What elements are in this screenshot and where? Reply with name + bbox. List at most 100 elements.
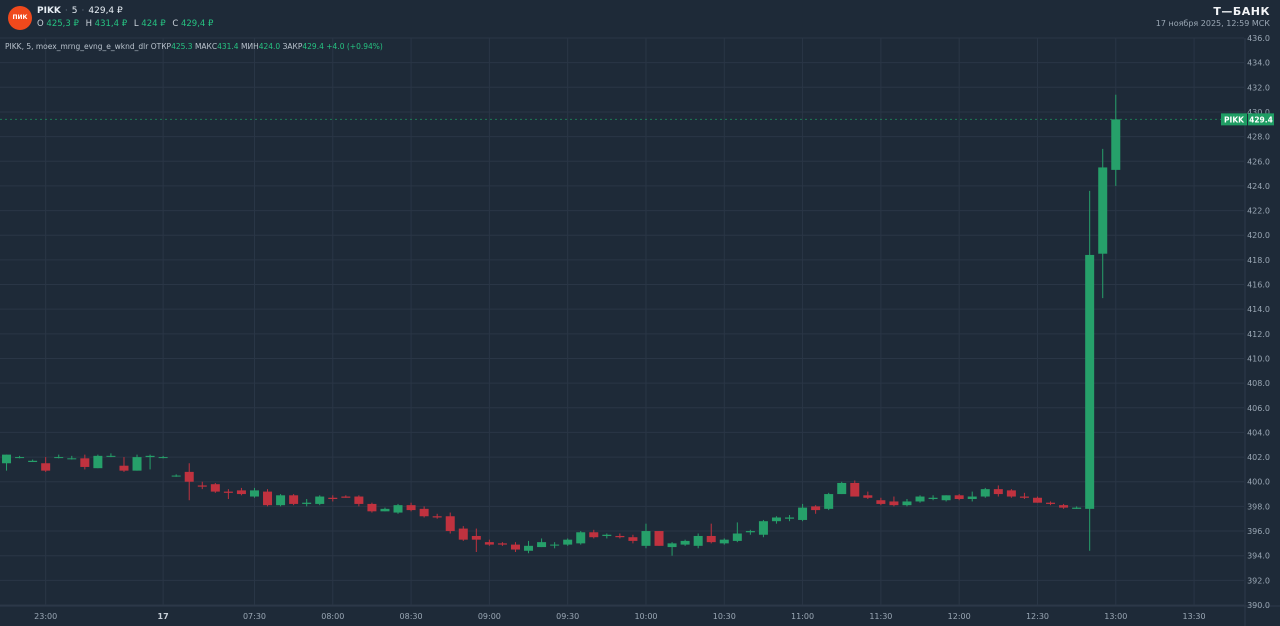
candle: [602, 533, 612, 539]
x-tick-label: 11:00: [791, 612, 814, 621]
candle-body: [1059, 505, 1069, 508]
time-axis[interactable]: 23:00 17 07:30 08:00 08:30 09:00 09:30 10:00 10:…: [34, 612, 1205, 621]
legend-series-name: PIKK, 5, moex_mrng_evng_e_wknd_dlr: [5, 42, 149, 51]
candle: [210, 482, 220, 493]
x-tick-label: 08:30: [400, 612, 423, 621]
candle-body: [393, 505, 403, 513]
candle: [328, 495, 338, 502]
candle: [432, 513, 442, 519]
candle-body: [419, 508, 429, 517]
candle-body: [354, 496, 364, 504]
candle-body: [824, 494, 834, 509]
candles-layer: [2, 94, 1121, 556]
candle: [367, 502, 377, 513]
candle-body: [954, 495, 964, 499]
candle: [889, 496, 899, 507]
last-price-tag: PIKK 429.4: [0, 113, 1274, 126]
candle: [28, 459, 38, 463]
candle: [497, 542, 507, 546]
candle-body: [406, 505, 416, 511]
x-tick-label: 12:30: [1026, 612, 1049, 621]
candle: [1111, 94, 1121, 186]
x-tick-label: 12:00: [948, 612, 971, 621]
candle-body: [745, 531, 755, 533]
candle: [1059, 503, 1069, 509]
candle-body: [798, 507, 808, 520]
candle: [680, 539, 690, 546]
ticker-line: PIKK · 5 · 429,4 ₽: [37, 6, 123, 16]
y-tick-label: 428.0: [1247, 133, 1270, 142]
candle: [641, 523, 651, 549]
candle: [380, 507, 390, 512]
candle: [980, 487, 990, 498]
x-tick-label: 09:00: [478, 612, 501, 621]
candle-body: [758, 521, 768, 535]
candle: [785, 515, 795, 522]
candle-body: [941, 495, 951, 501]
candle-body: [654, 531, 664, 546]
y-tick-label: 408.0: [1247, 379, 1270, 388]
candle: [1098, 148, 1108, 299]
candle-body: [863, 495, 873, 498]
candle-body: [719, 539, 729, 544]
candle: [993, 485, 1003, 497]
y-tick-label: 424.0: [1247, 182, 1270, 191]
candle-body: [537, 542, 547, 548]
candle: [524, 540, 534, 554]
candle-body: [184, 471, 194, 482]
x-tick-label: 23:00: [34, 612, 57, 621]
candle-body: [771, 517, 781, 522]
candle-body: [484, 542, 494, 545]
candle-body: [602, 534, 612, 536]
candle: [471, 528, 481, 552]
candle-body: [315, 496, 325, 504]
x-tick-label: 09:30: [556, 612, 579, 621]
tbank-logo: Т—БАНК: [1213, 5, 1270, 18]
ohlc-low-value: 424 ₽: [141, 19, 166, 29]
candle: [615, 533, 625, 539]
candle-body: [328, 497, 338, 499]
candle-body: [785, 517, 795, 519]
candle-body: [497, 543, 507, 545]
candle-body: [915, 496, 925, 502]
candle: [484, 539, 494, 546]
candle-body: [589, 532, 599, 538]
y-tick-label: 434.0: [1247, 59, 1270, 68]
candle: [2, 454, 12, 471]
candle: [719, 538, 729, 545]
candle: [1032, 496, 1042, 503]
last-price-symbol-box: [1221, 113, 1247, 126]
y-tick-label: 396.0: [1247, 527, 1270, 536]
candle-body: [680, 540, 690, 545]
separator-dot: ·: [64, 6, 68, 16]
last-price-value-box: [1248, 113, 1274, 126]
candle-body: [210, 484, 220, 492]
pik-logo[interactable]: ПИК: [8, 6, 32, 30]
legend-close-value: 429.4: [302, 42, 324, 51]
candle-body: [158, 457, 168, 459]
interval-label[interactable]: 5: [71, 6, 78, 16]
x-tick-label: 17: [158, 612, 169, 621]
y-tick-label: 426.0: [1247, 157, 1270, 166]
last-price-value: 429.4: [1249, 115, 1273, 124]
candle-body: [1032, 497, 1042, 503]
candle: [1072, 506, 1082, 509]
price-axis[interactable]: 390.0 392.0 394.0 396.0 398.0 400.0 402.0 404.0…: [1247, 34, 1270, 610]
candle: [393, 503, 403, 514]
candle-body: [1085, 254, 1095, 509]
candle: [550, 542, 560, 549]
ticker-symbol[interactable]: PIKK: [37, 6, 61, 16]
candle: [732, 522, 742, 543]
x-tick-label: 10:30: [713, 612, 736, 621]
candle-body: [550, 544, 560, 546]
candle: [406, 502, 416, 512]
candle: [771, 516, 781, 524]
x-tick-label: 11:30: [869, 612, 892, 621]
y-tick-label: 394.0: [1247, 552, 1270, 561]
ohlc-open-value: 425,3 ₽: [46, 19, 79, 29]
candle-body: [524, 545, 534, 551]
candle: [706, 523, 716, 544]
x-tick-label: 08:00: [321, 612, 344, 621]
legend-low-value: 424.0: [258, 42, 281, 51]
